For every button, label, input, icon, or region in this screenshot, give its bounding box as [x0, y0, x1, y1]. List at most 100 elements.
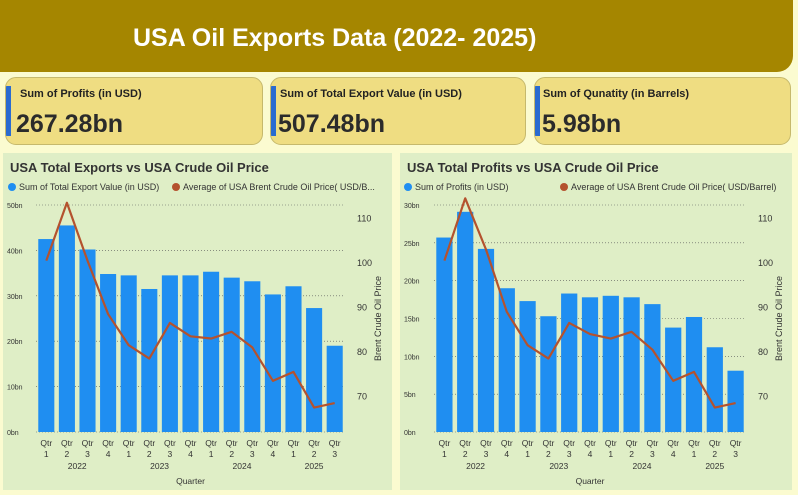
x-tick-label: 3	[250, 449, 255, 459]
y2-tick-label: 80	[758, 347, 768, 357]
bar	[706, 347, 723, 432]
y2-tick-label: 100	[357, 258, 372, 268]
bar	[306, 308, 323, 432]
kpi-card-profits[interactable]: Sum of Profits (in USD) 267.28bn	[5, 77, 263, 145]
bar	[326, 345, 343, 432]
y-tick-label: 30bn	[7, 294, 23, 301]
x-tick-label: 4	[106, 449, 111, 459]
chart-title: USA Total Profits vs USA Crude Oil Price	[407, 160, 659, 175]
x-tick-label: Qtr	[246, 438, 258, 448]
kpi-value: 507.48bn	[278, 110, 386, 138]
x-tick-label: 1	[126, 449, 131, 459]
x-tick-label: Qtr	[667, 438, 679, 448]
x-tick-label: Qtr	[143, 438, 155, 448]
y2-tick-label: 70	[357, 391, 367, 401]
x-tick-label: 2	[229, 449, 234, 459]
x-tick-label: 4	[671, 449, 676, 459]
x-tick-label: Qtr	[646, 438, 658, 448]
legend-label: Sum of Total Export Value (in USD)	[19, 182, 159, 192]
legend-marker-line	[560, 183, 568, 191]
bar	[182, 275, 199, 432]
legend-marker-bars	[404, 183, 412, 191]
page-title: USA Oil Exports Data (2022- 2025)	[133, 24, 537, 52]
x-tick-label: Qtr	[563, 438, 575, 448]
x-tick-label: 1	[209, 449, 214, 459]
x-tick-label: 3	[168, 449, 173, 459]
x-tick-label: Qtr	[522, 438, 534, 448]
x-tick-label: 3	[650, 449, 655, 459]
x-tick-label: 1	[442, 449, 447, 459]
y2-tick-label: 70	[758, 391, 768, 401]
bar	[685, 316, 703, 432]
x-tick-label: 1	[291, 449, 296, 459]
y2-tick-label: 110	[357, 213, 371, 223]
kpi-card-quantity[interactable]: Sum of Qunatity (in Barrels) 5.98bn	[534, 77, 791, 145]
x-tick-label: Qtr	[730, 438, 742, 448]
x-tick-label: 3	[733, 449, 738, 459]
x-tick-label: Qtr	[102, 438, 114, 448]
bar	[58, 225, 75, 432]
x-tick-label: 1	[525, 449, 530, 459]
y-tick-label: 10bn	[7, 385, 23, 392]
x-tick-label: Qtr	[501, 438, 513, 448]
x-tick-label: Qtr	[123, 438, 135, 448]
year-label: 2024	[633, 461, 652, 471]
kpi-value: 5.98bn	[542, 110, 622, 138]
bar	[561, 293, 578, 432]
x-tick-label: 1	[608, 449, 613, 459]
bar	[477, 248, 495, 432]
chart-panel-exports: USA Total Exports vs USA Crude Oil Price…	[3, 153, 392, 490]
x-tick-label: Qtr	[205, 438, 217, 448]
kpi-card-export-value[interactable]: Sum of Total Export Value (in USD) 507.4…	[270, 77, 526, 145]
x-tick-label: Qtr	[288, 438, 300, 448]
x-tick-label: Qtr	[267, 438, 279, 448]
x-tick-label: Qtr	[164, 438, 176, 448]
x-tick-label: Qtr	[480, 438, 492, 448]
bar	[244, 281, 261, 432]
x-tick-label: 2	[463, 449, 468, 459]
y-tick-label: 50bn	[7, 203, 23, 210]
x-tick-label: 4	[588, 449, 593, 459]
legend-label: Average of USA Brent Crude Oil Price( US…	[571, 182, 776, 192]
card-accent-bar	[271, 86, 276, 136]
y-tick-label: 20bn	[404, 279, 420, 286]
x-tick-label: Qtr	[40, 438, 52, 448]
card-accent-bar	[6, 86, 11, 136]
y2-tick-label: 80	[357, 347, 367, 357]
x-tick-label: 3	[567, 449, 572, 459]
x-tick-label: Qtr	[438, 438, 450, 448]
bar	[519, 301, 536, 432]
x-tick-label: 2	[629, 449, 634, 459]
price-line	[45, 201, 335, 409]
bar	[436, 237, 453, 432]
x-tick-label: Qtr	[626, 438, 638, 448]
x-tick-label: 3	[332, 449, 337, 459]
x-tick-label: Qtr	[226, 438, 238, 448]
x-tick-label: 1	[692, 449, 697, 459]
x-tick-label: 3	[484, 449, 489, 459]
x-tick-label: 4	[271, 449, 276, 459]
y-tick-label: 0bn	[7, 430, 19, 437]
kpi-value: 267.28bn	[16, 110, 124, 138]
x-tick-label: Qtr	[185, 438, 197, 448]
year-label: 2022	[68, 461, 87, 471]
x-tick-label: Qtr	[308, 438, 320, 448]
bar	[203, 271, 220, 432]
x-tick-label: 2	[546, 449, 551, 459]
y2-axis-label: Brent Crude Oil Price	[774, 276, 784, 361]
legend-marker-bars	[8, 183, 16, 191]
year-label: 2025	[705, 461, 724, 471]
y-tick-label: 5bn	[404, 392, 416, 399]
profits-vs-price-chart[interactable]: Sum of Profits (in USD) Average of USA Br…	[400, 153, 792, 490]
year-label: 2024	[233, 461, 252, 471]
x-tick-label: 4	[188, 449, 193, 459]
y2-axis-label: Brent Crude Oil Price	[373, 276, 383, 361]
x-tick-label: 4	[504, 449, 509, 459]
bar	[79, 249, 96, 432]
exports-vs-price-chart[interactable]: Sum of Total Export Value (in USD) Averag…	[3, 153, 392, 490]
x-tick-label: 3	[85, 449, 90, 459]
bar	[727, 370, 744, 432]
year-label: 2022	[466, 461, 485, 471]
x-tick-label: Qtr	[605, 438, 617, 448]
year-label: 2025	[305, 461, 324, 471]
